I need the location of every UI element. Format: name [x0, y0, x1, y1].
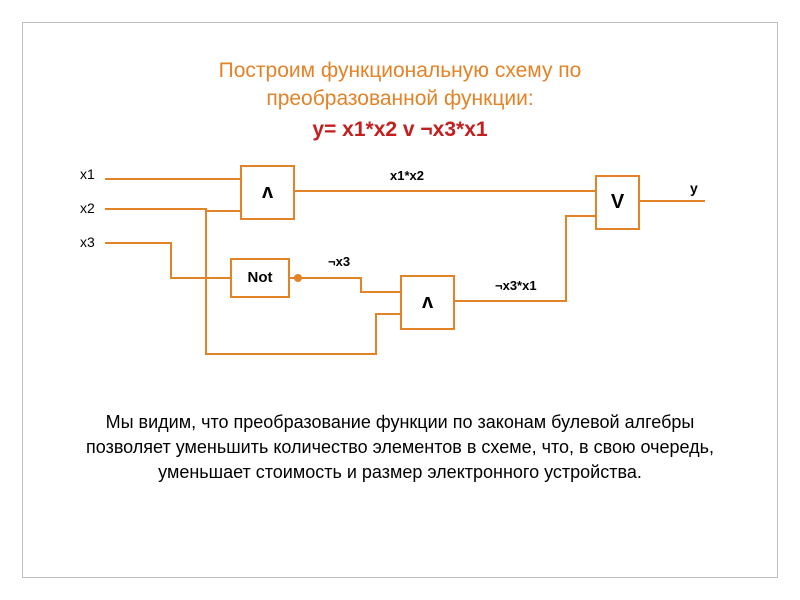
label-x1: x1 — [80, 166, 95, 182]
wire — [205, 208, 207, 353]
logic-diagram: ᴧ Not ᴧ Vx1 x2 x3 x1*x2 ¬x3 ¬x3*x1 y — [50, 160, 750, 380]
label-x3: x3 — [80, 234, 95, 250]
wire — [205, 353, 375, 355]
label-y: y — [690, 180, 698, 196]
wire — [565, 215, 567, 302]
formula-text: y= x1*x2 v ¬x3*x1 — [23, 118, 777, 142]
wire — [170, 277, 230, 279]
wire — [375, 313, 400, 315]
gate-or: V — [595, 175, 640, 230]
slide-frame: Построим функциональную схему по преобра… — [22, 22, 778, 578]
wire — [105, 178, 240, 180]
wire — [565, 215, 595, 217]
wire — [295, 190, 595, 192]
wire — [205, 210, 240, 212]
wire — [105, 208, 205, 210]
label-not_out: ¬x3 — [328, 254, 350, 269]
title-block: Построим функциональную схему по преобра… — [23, 57, 777, 114]
wire — [375, 313, 377, 355]
wire — [360, 291, 400, 293]
wire — [360, 277, 362, 291]
not-bubble-icon — [294, 274, 302, 282]
title-line-2: преобразованной функции: — [266, 87, 533, 110]
label-and1_out: x1*x2 — [390, 168, 424, 183]
label-x2: x2 — [80, 200, 95, 216]
gate-not: Not — [230, 258, 290, 298]
gate-and2: ᴧ — [400, 275, 455, 330]
wire — [640, 200, 705, 202]
gate-and1: ᴧ — [240, 165, 295, 220]
label-and2_out: ¬x3*x1 — [495, 278, 537, 293]
wire — [170, 242, 172, 279]
wire — [455, 300, 565, 302]
explanation-text: Мы видим, что преобразование функции по … — [23, 410, 777, 486]
title-line-1: Построим функциональную схему по — [219, 59, 582, 82]
wire — [105, 242, 170, 244]
